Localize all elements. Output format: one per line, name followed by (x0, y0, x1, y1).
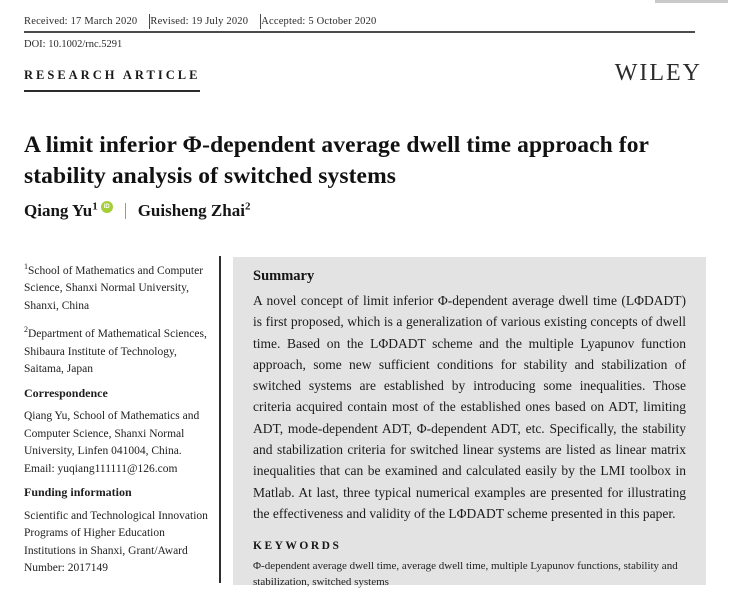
doi: DOI: 10.1002/rnc.5291 (24, 39, 123, 50)
correspondence-email: Email: yuqiang111111@126.com (24, 462, 178, 475)
abstract-panel: Summary A novel concept of limit inferio… (233, 257, 706, 588)
article-type-label: RESEARCH ARTICLE (24, 68, 201, 92)
author-first-affiliation-mark: 1 (92, 200, 98, 213)
author-list: Qiang Yu1 iD Guisheng Zhai2 (24, 201, 250, 221)
page-title: A limit inferior Φ-dependent average dwe… (24, 131, 649, 189)
author-separator (124, 203, 126, 219)
keywords-list: Φ-dependent average dwell time, average … (253, 560, 678, 589)
funding-text: Scientific and Technological Innovation … (24, 509, 208, 575)
column-divider (219, 256, 221, 583)
viewer-edge-strip (655, 0, 728, 3)
affiliation-1: 1School of Mathematics and Computer Scie… (24, 262, 204, 312)
orcid-icon[interactable]: iD (100, 201, 113, 213)
author-first: Qiang Yu1 (24, 200, 98, 220)
summary-heading: Summary (253, 268, 315, 284)
submission-dates-row: Received: 17 March 2020 Revised: 19 July… (24, 14, 389, 29)
funding-heading: Funding information (24, 485, 132, 500)
publisher-logo: WILEY (614, 60, 702, 86)
affiliation-2: 2Department of Mathematical Sciences, Sh… (24, 325, 207, 376)
accepted-date: Accepted: 5 October 2020 (261, 16, 377, 27)
author-second: Guisheng Zhai2 (137, 200, 251, 220)
received-date: Received: 17 March 2020 (24, 16, 138, 27)
keywords-heading: KEYWORDS (253, 540, 342, 553)
summary-body: A novel concept of limit inferior Φ-depe… (253, 293, 686, 521)
correspondence-text: Qiang Yu, School of Mathematics and Comp… (24, 410, 200, 475)
article-info-sidebar: 1School of Mathematics and Computer Scie… (24, 258, 210, 584)
revised-date: Revised: 19 July 2020 (150, 16, 249, 27)
date-separator (149, 14, 151, 29)
correspondence-heading: Correspondence (24, 385, 108, 400)
date-separator (260, 14, 262, 29)
author-second-affiliation-mark: 2 (244, 200, 251, 213)
header-divider (24, 31, 695, 33)
